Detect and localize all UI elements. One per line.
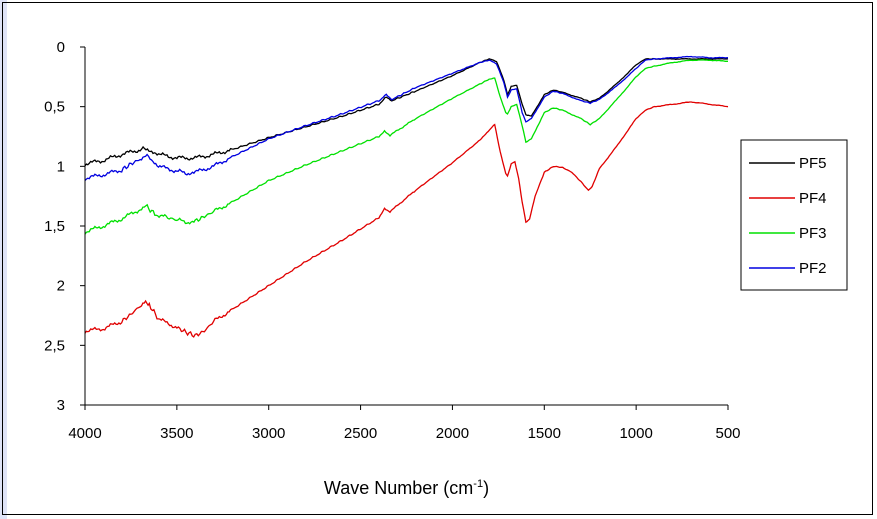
- x-tick-label: 1500: [528, 425, 561, 442]
- x-tick-label: 2500: [344, 425, 377, 442]
- y-tick-label: 2: [57, 278, 65, 295]
- x-tick-label: 2000: [436, 425, 469, 442]
- series-line-pf5: [84, 57, 729, 167]
- plot-background: [85, 47, 728, 405]
- legend-label-pf5: PF5: [799, 155, 827, 172]
- left-edge-stripe: [0, 0, 7, 519]
- y-tick-label: 3: [57, 397, 65, 414]
- x-axis-title: Wave Number (cm-1): [324, 478, 489, 498]
- y-tick-label: 1: [57, 158, 65, 175]
- legend: PF5 PF4 PF3 PF2: [740, 139, 848, 291]
- series-line-pf2: [84, 55, 729, 181]
- legend-label-pf3: PF3: [799, 225, 827, 242]
- plot-area: [85, 47, 728, 405]
- series-layer: [84, 55, 729, 338]
- legend-label-pf2: PF2: [799, 260, 827, 277]
- y-tick-label: 0,5: [44, 99, 65, 116]
- x-axis-title-sup: -1: [473, 478, 483, 490]
- series-line-pf4: [84, 101, 729, 338]
- x-tick-label: 4000: [68, 425, 101, 442]
- x-axis-title-text: Wave Number (cm: [324, 478, 473, 498]
- series-line-pf3: [84, 59, 728, 235]
- y-tick-label: 1,5: [44, 218, 65, 235]
- x-axis-title-close: ): [483, 478, 489, 498]
- x-tick-label: 500: [715, 425, 740, 442]
- legend-label-pf4: PF4: [799, 190, 827, 207]
- x-tick-label: 3500: [160, 425, 193, 442]
- x-tick-label: 3000: [252, 425, 285, 442]
- legend-box: [740, 139, 848, 291]
- y-tick-label: 2,5: [44, 337, 65, 354]
- x-tick-label: 1000: [619, 425, 652, 442]
- y-tick-label: 0: [57, 39, 65, 56]
